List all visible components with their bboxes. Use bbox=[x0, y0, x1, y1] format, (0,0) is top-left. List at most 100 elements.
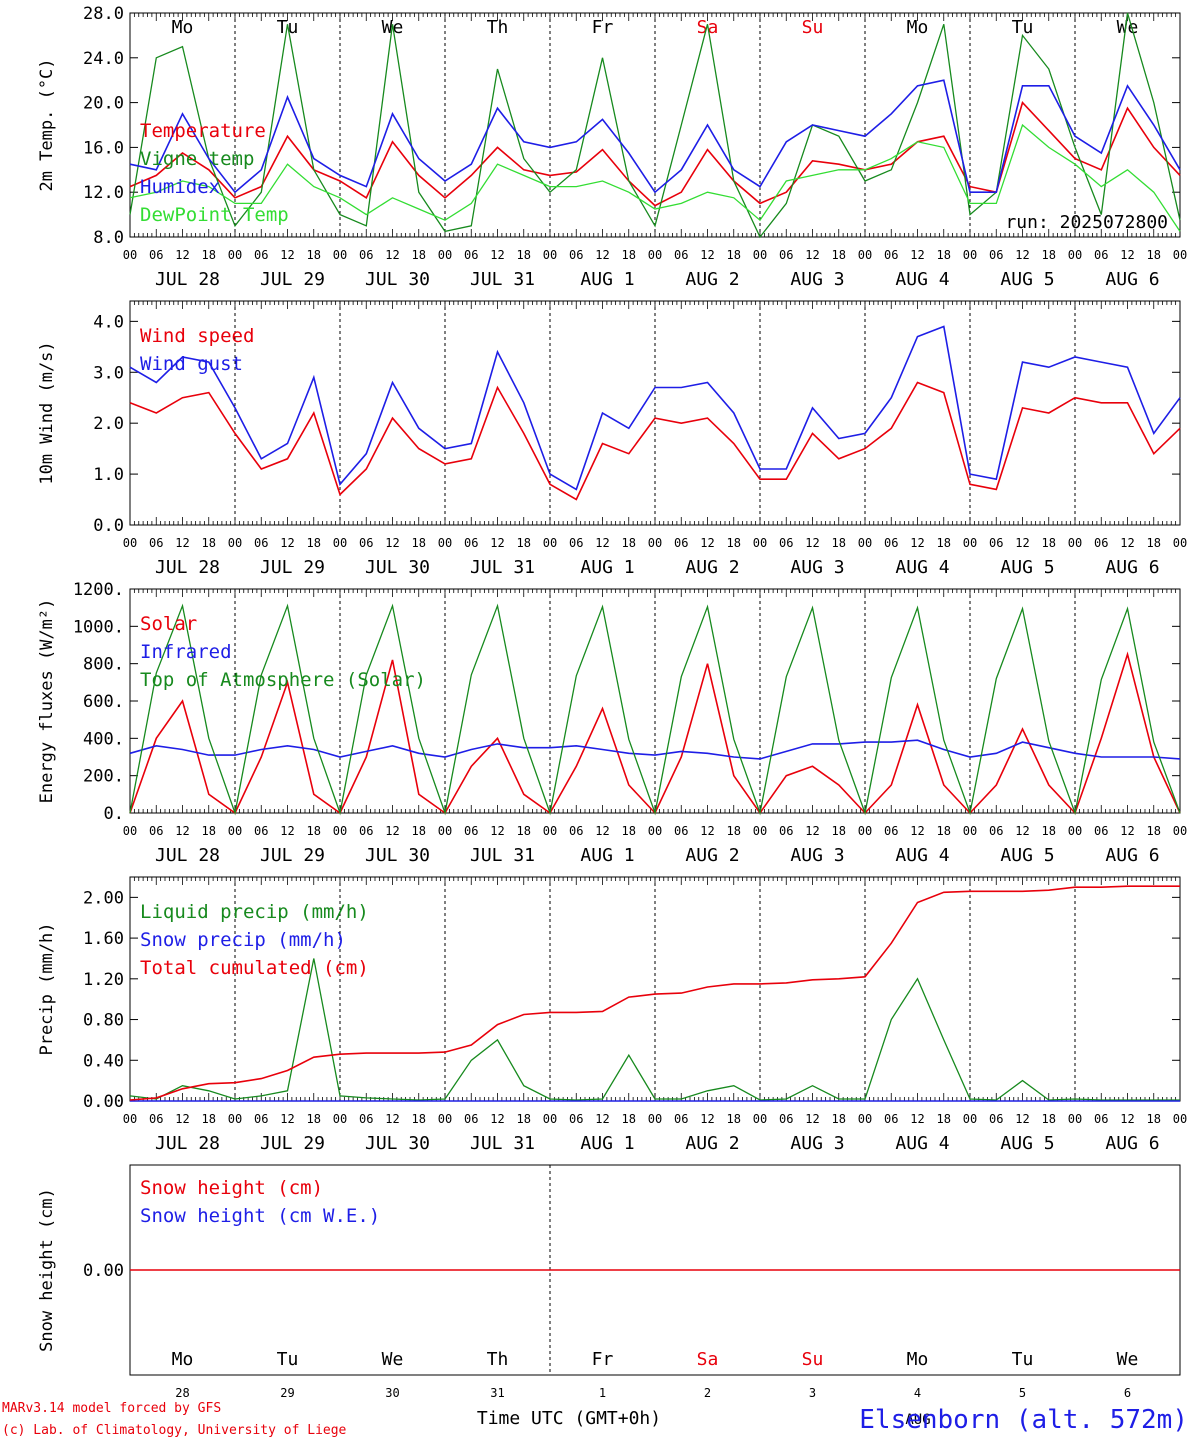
y-tick-label: 2.0 bbox=[93, 414, 124, 434]
hour-tick-label: 12 bbox=[595, 824, 609, 838]
date-label: AUG 2 bbox=[685, 269, 739, 290]
y-tick-label: 600. bbox=[83, 692, 124, 712]
legend-entry: Total cumulated (cm) bbox=[140, 957, 369, 979]
hour-tick-label: 06 bbox=[464, 1112, 478, 1126]
date-label: JUL 31 bbox=[470, 557, 535, 578]
panel-3: 0. 200. 400. 600. 800. 1000. 1200. Energy fluxe… bbox=[37, 580, 1187, 866]
date-label: AUG 2 bbox=[685, 845, 739, 866]
date-label: AUG 6 bbox=[1105, 845, 1159, 866]
date-label: AUG 1 bbox=[580, 557, 634, 578]
hour-tick-label: 00 bbox=[123, 248, 137, 262]
date-label: AUG 4 bbox=[895, 845, 949, 866]
run-label: run: 2025072800 bbox=[1005, 212, 1168, 233]
hour-tick-label: 12 bbox=[1015, 824, 1029, 838]
series-line-wind-speed bbox=[129, 381, 1181, 501]
hour-tick-label: 18 bbox=[832, 824, 846, 838]
hour-tick-label: 12 bbox=[595, 248, 609, 262]
hour-tick-label: 06 bbox=[254, 536, 268, 550]
hour-tick-label: 06 bbox=[779, 1112, 793, 1126]
hour-tick-label: 00 bbox=[123, 536, 137, 550]
date-label: AUG 3 bbox=[790, 269, 844, 290]
hour-tick-label: 00 bbox=[333, 536, 347, 550]
hour-tick-label: 00 bbox=[963, 1112, 977, 1126]
hour-tick-label: 18 bbox=[1147, 1112, 1161, 1126]
hour-tick-label: 00 bbox=[1173, 248, 1187, 262]
hour-tick-label: 12 bbox=[175, 536, 189, 550]
hour-tick-label: 06 bbox=[989, 248, 1003, 262]
weekday-label: Sa bbox=[697, 1349, 719, 1370]
hour-tick-label: 06 bbox=[464, 536, 478, 550]
y-tick-label: 20.0 bbox=[83, 94, 124, 114]
hour-tick-label: 00 bbox=[648, 1112, 662, 1126]
hour-tick-label: 12 bbox=[700, 1112, 714, 1126]
hour-tick-label: 06 bbox=[569, 248, 583, 262]
hour-tick-label: 18 bbox=[307, 248, 321, 262]
hour-tick-label: 18 bbox=[937, 536, 951, 550]
date-label: AUG 2 bbox=[685, 557, 739, 578]
date-label: JUL 31 bbox=[470, 269, 535, 290]
hour-tick-label: 06 bbox=[254, 824, 268, 838]
hour-tick-label: 18 bbox=[517, 1112, 531, 1126]
hour-tick-label: 06 bbox=[779, 824, 793, 838]
legend-entry: Wind gust bbox=[140, 353, 243, 375]
hour-tick-label: 00 bbox=[543, 824, 557, 838]
hour-tick-label: 06 bbox=[989, 1112, 1003, 1126]
weekday-label: We bbox=[1117, 17, 1139, 38]
hour-tick-label: 00 bbox=[753, 824, 767, 838]
hour-tick-label: 12 bbox=[700, 248, 714, 262]
hour-tick-label: 12 bbox=[490, 1112, 504, 1126]
hour-tick-label: 00 bbox=[438, 1112, 452, 1126]
hour-tick-label: 12 bbox=[805, 248, 819, 262]
hour-tick-label: 18 bbox=[622, 536, 636, 550]
hour-tick-label: 06 bbox=[149, 536, 163, 550]
day-number-label: 4 bbox=[914, 1386, 921, 1400]
hour-tick-label: 12 bbox=[910, 1112, 924, 1126]
plot-frame bbox=[129, 588, 1181, 814]
hour-tick-label: 12 bbox=[1120, 536, 1134, 550]
hour-tick-label: 18 bbox=[202, 824, 216, 838]
hour-tick-label: 18 bbox=[832, 1112, 846, 1126]
hour-tick-label: 00 bbox=[1173, 536, 1187, 550]
series-line-liquid-precip-mm-h bbox=[129, 958, 1180, 1101]
hour-tick-label: 18 bbox=[412, 1112, 426, 1126]
hour-tick-label: 06 bbox=[1094, 536, 1108, 550]
date-label: JUL 31 bbox=[470, 1133, 535, 1154]
hour-tick-label: 00 bbox=[228, 536, 242, 550]
hour-tick-label: 18 bbox=[202, 1112, 216, 1126]
y-tick-label: 2.00 bbox=[83, 888, 124, 908]
hour-tick-label: 00 bbox=[333, 248, 347, 262]
date-label: AUG 5 bbox=[1000, 269, 1054, 290]
y-tick-label: 24.0 bbox=[83, 49, 124, 69]
legend-entry: Snow height (cm W.E.) bbox=[140, 1205, 380, 1227]
legend-entry: Vigne temp bbox=[140, 148, 254, 170]
date-label: JUL 30 bbox=[365, 1133, 430, 1154]
date-label: AUG 5 bbox=[1000, 1133, 1054, 1154]
hour-tick-label: 00 bbox=[648, 248, 662, 262]
hour-tick-label: 18 bbox=[622, 248, 636, 262]
day-number-label: 31 bbox=[490, 1386, 504, 1400]
hour-tick-label: 12 bbox=[805, 536, 819, 550]
date-label: AUG 1 bbox=[580, 845, 634, 866]
date-label: AUG 5 bbox=[1000, 557, 1054, 578]
weekday-label: Mo bbox=[172, 1349, 194, 1370]
hour-tick-label: 00 bbox=[438, 824, 452, 838]
date-label: JUL 28 bbox=[155, 557, 220, 578]
weekday-label: Th bbox=[487, 1349, 509, 1370]
weekday-label: Su bbox=[802, 1349, 824, 1370]
hour-tick-label: 12 bbox=[490, 248, 504, 262]
hour-tick-label: 06 bbox=[884, 1112, 898, 1126]
date-label: JUL 29 bbox=[260, 1133, 325, 1154]
hour-tick-label: 00 bbox=[123, 824, 137, 838]
hour-tick-label: 12 bbox=[805, 1112, 819, 1126]
hour-tick-label: 18 bbox=[727, 1112, 741, 1126]
hour-tick-label: 18 bbox=[517, 536, 531, 550]
legend-entry: Snow precip (mm/h) bbox=[140, 929, 346, 951]
y-tick-label: 1.0 bbox=[93, 465, 124, 485]
hour-tick-label: 00 bbox=[963, 824, 977, 838]
hour-tick-label: 06 bbox=[569, 1112, 583, 1126]
hour-tick-label: 12 bbox=[910, 248, 924, 262]
hour-tick-label: 00 bbox=[753, 536, 767, 550]
hour-tick-label: 00 bbox=[1173, 824, 1187, 838]
series-line-vigne-temp bbox=[129, 12, 1181, 239]
